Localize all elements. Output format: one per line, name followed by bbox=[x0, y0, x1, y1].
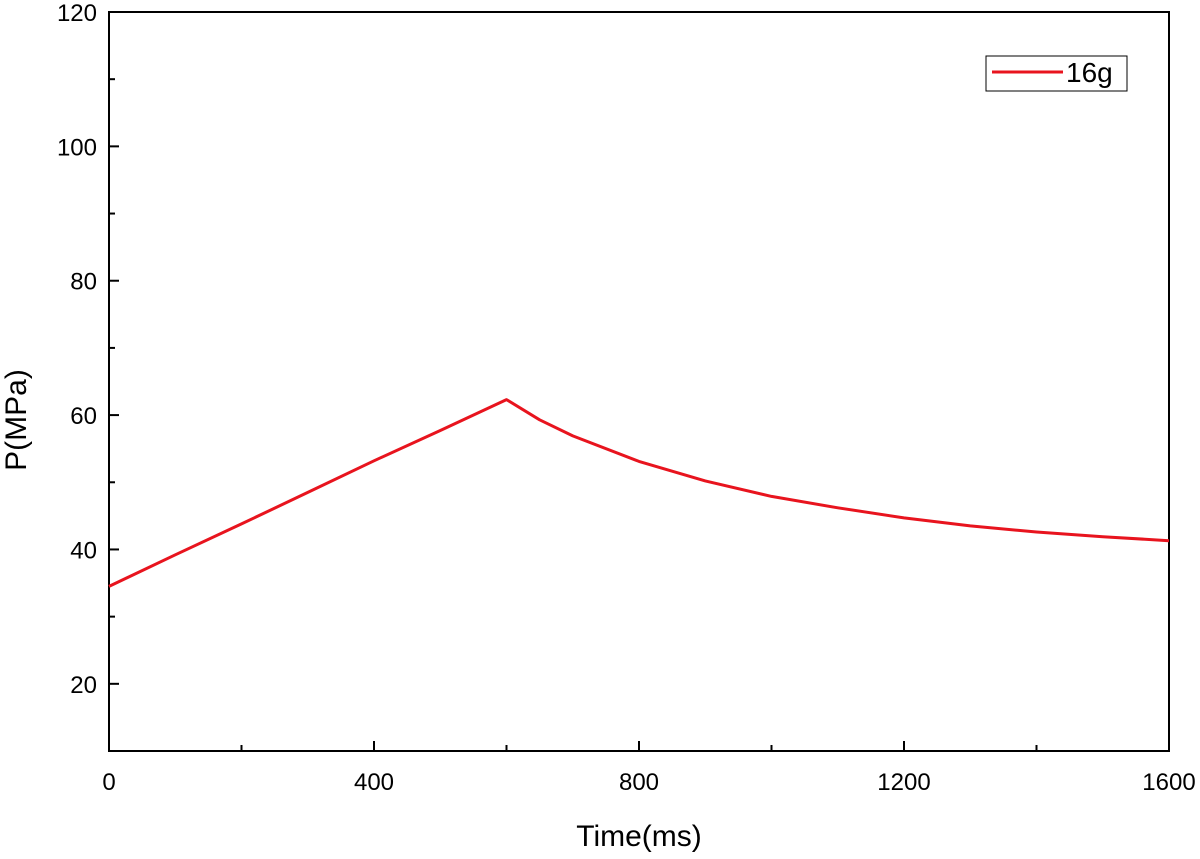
y-axis-title: P(MPa) bbox=[0, 369, 33, 471]
plot-frame bbox=[108, 11, 1170, 752]
x-axis-title: Time(ms) bbox=[576, 820, 702, 853]
series-line-16g bbox=[108, 398, 1170, 588]
series-layer bbox=[108, 398, 1170, 588]
y-tick-label: 40 bbox=[70, 537, 97, 564]
y-tick-label: 120 bbox=[57, 0, 97, 27]
y-axis-ticks: 20 40 60 80 100 120 bbox=[57, 0, 119, 699]
x-axis-ticks: 0 400 800 1200 1600 bbox=[102, 741, 1196, 796]
legend-label-16g: 16g bbox=[1066, 57, 1113, 88]
x-tick-label: 400 bbox=[354, 769, 394, 796]
y-tick-label: 100 bbox=[57, 134, 97, 161]
y-tick-label: 60 bbox=[70, 403, 97, 430]
legend: 16g bbox=[985, 55, 1128, 92]
y-tick-label: 20 bbox=[70, 672, 97, 699]
x-tick-label: 1600 bbox=[1142, 769, 1195, 796]
x-tick-label: 0 bbox=[102, 769, 115, 796]
x-tick-label: 1200 bbox=[877, 769, 930, 796]
y-tick-label: 80 bbox=[70, 269, 97, 296]
x-tick-label: 800 bbox=[619, 769, 659, 796]
